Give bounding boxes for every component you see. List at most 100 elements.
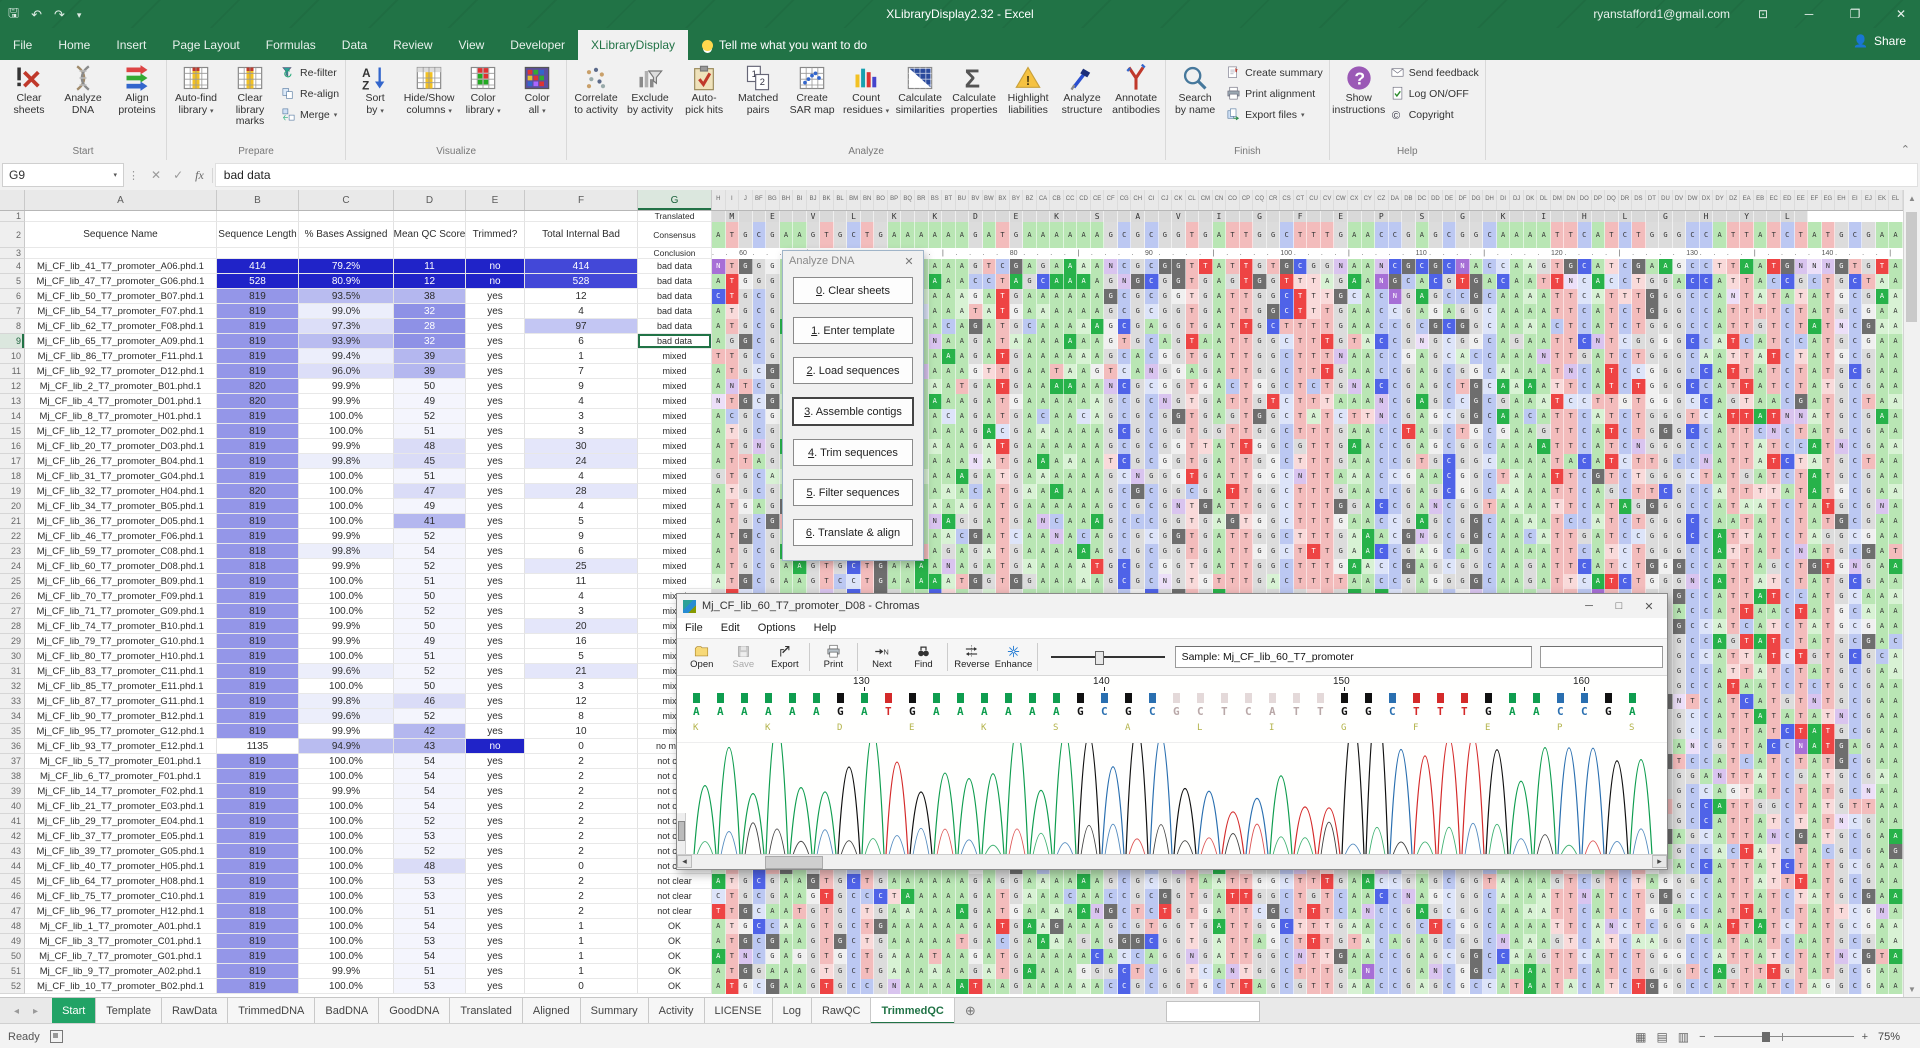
cell[interactable]: A	[1036, 469, 1051, 484]
cell[interactable]: A	[887, 874, 902, 889]
cell[interactable]: A	[955, 289, 970, 304]
column-header[interactable]: BO	[874, 190, 888, 210]
cell[interactable]: G	[1672, 484, 1687, 499]
cell[interactable]: C	[996, 259, 1010, 274]
cell[interactable]: T	[1726, 454, 1741, 469]
cell[interactable]: T	[1821, 889, 1836, 904]
cell[interactable]: A	[1889, 709, 1903, 724]
cell[interactable]: C	[1686, 904, 1700, 919]
cell[interactable]: G	[1158, 874, 1173, 889]
cell[interactable]: C	[847, 222, 861, 248]
cell[interactable]: C	[1496, 274, 1511, 289]
cell[interactable]: T	[1794, 619, 1809, 634]
cell[interactable]: yes	[466, 454, 525, 469]
cell[interactable]: A	[1523, 439, 1538, 454]
cell[interactable]: G	[1456, 439, 1470, 454]
cell[interactable]: yes	[466, 904, 525, 919]
cell[interactable]: G	[1199, 544, 1213, 559]
cell[interactable]: 1	[525, 919, 638, 934]
cell[interactable]: T	[1794, 754, 1809, 769]
cell[interactable]: T	[1320, 529, 1335, 544]
cell[interactable]: T	[1293, 919, 1308, 934]
cell[interactable]: C	[1699, 409, 1714, 424]
cell[interactable]: T	[1564, 349, 1578, 364]
cell[interactable]: C	[1145, 439, 1159, 454]
cell[interactable]: G	[1835, 394, 1849, 409]
cell[interactable]: G	[1402, 574, 1416, 589]
cell[interactable]: C	[1578, 514, 1592, 529]
column-header[interactable]: DF	[1456, 190, 1470, 210]
cell[interactable]: A	[1415, 349, 1430, 364]
cell[interactable]: C	[1145, 349, 1159, 364]
cell[interactable]: A	[982, 514, 997, 529]
cell[interactable]: T	[1605, 499, 1619, 514]
cell[interactable]: A	[955, 874, 970, 889]
cell[interactable]: C	[1145, 934, 1159, 949]
cell[interactable]: A	[1036, 439, 1051, 454]
cell[interactable]: A	[1591, 484, 1606, 499]
cell[interactable]: C	[752, 349, 767, 364]
cell[interactable]: T	[725, 514, 740, 529]
cell[interactable]: G	[1009, 222, 1024, 248]
cell[interactable]: G	[1199, 349, 1213, 364]
cell[interactable]: G	[1469, 574, 1484, 589]
cell[interactable]: A	[1808, 604, 1822, 619]
cell[interactable]: C	[1145, 514, 1159, 529]
cell[interactable]: A	[1131, 364, 1145, 379]
cell[interactable]: T	[1767, 769, 1781, 784]
cell[interactable]: G	[1550, 934, 1565, 949]
cell[interactable]: T	[1564, 289, 1578, 304]
cell[interactable]: G	[1659, 889, 1673, 904]
cell[interactable]: A	[1537, 379, 1551, 394]
cell[interactable]: T	[1347, 409, 1362, 424]
cell[interactable]	[1645, 211, 1660, 222]
cell[interactable]: A	[1848, 739, 1863, 754]
cell[interactable]: C	[1388, 334, 1403, 349]
cell[interactable]: 97	[525, 319, 638, 334]
cell[interactable]: P	[1375, 211, 1389, 222]
cell[interactable]: A	[1645, 874, 1660, 889]
cell[interactable]: A	[1537, 559, 1551, 574]
close-icon[interactable]: ✕	[1895, 7, 1907, 21]
cell[interactable]: bad data	[638, 319, 712, 334]
cell[interactable]: A	[1753, 589, 1768, 604]
cell[interactable]: C	[1699, 634, 1714, 649]
cell[interactable]: C	[1699, 784, 1714, 799]
cell[interactable]: T	[1821, 589, 1836, 604]
cell[interactable]: A	[1591, 274, 1606, 289]
cell[interactable]: Mj_CF_lib_1_T7_promoter_A01.phd.1	[25, 919, 217, 934]
cell[interactable]: C	[1686, 784, 1700, 799]
cell[interactable]: V	[806, 211, 821, 222]
cell[interactable]: G	[1280, 259, 1294, 274]
cell[interactable]: G	[1672, 559, 1687, 574]
cell[interactable]: N	[1104, 259, 1118, 274]
cell[interactable]: A	[942, 514, 956, 529]
account-name[interactable]: ryanstafford1@gmail.com	[1593, 7, 1730, 21]
cell[interactable]: T	[1104, 364, 1118, 379]
column-header-e[interactable]: E	[466, 190, 525, 210]
cell[interactable]: A	[1361, 439, 1376, 454]
cell[interactable]: A	[955, 889, 970, 904]
cell[interactable]: C	[1388, 874, 1403, 889]
cell[interactable]: C	[1848, 829, 1863, 844]
cell[interactable]: T	[996, 439, 1010, 454]
cell[interactable]	[1158, 211, 1173, 222]
cell[interactable]: yes	[466, 469, 525, 484]
cell[interactable]: 100.0%	[299, 859, 394, 874]
cell[interactable]: .	[1321, 248, 1335, 259]
cell[interactable]: 90	[1145, 248, 1159, 259]
cell[interactable]: G	[1131, 919, 1145, 934]
cell[interactable]: C	[1780, 574, 1795, 589]
cell[interactable]: T	[1320, 454, 1335, 469]
cell[interactable]: A	[1875, 859, 1890, 874]
cell[interactable]: G	[1199, 889, 1213, 904]
cell[interactable]: A	[1347, 484, 1362, 499]
cell[interactable]: T	[1794, 604, 1809, 619]
cell[interactable]: A	[1361, 559, 1376, 574]
cell[interactable]: A	[1591, 439, 1606, 454]
cell[interactable]: C	[1848, 364, 1863, 379]
cell[interactable]: A	[1713, 484, 1727, 499]
cell[interactable]: A	[1361, 222, 1376, 248]
cell[interactable]: Mj_CF_lib_80_T7_promoter_H10.phd.1	[25, 649, 217, 664]
cell[interactable]: C	[1699, 724, 1714, 739]
